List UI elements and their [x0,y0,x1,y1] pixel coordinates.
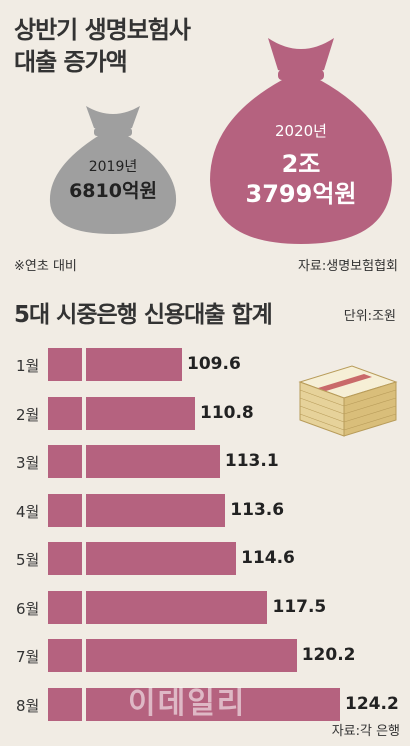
bar-segment-left [48,687,82,721]
bar-segment-left [48,542,82,575]
footnote: ※연초 대비 [14,259,77,274]
value-label: 120.2 [301,645,356,665]
money-bag-2020: 2020년 2조 3799억원 [206,30,396,250]
bar [86,687,340,721]
bag-large-year: 2020년 [275,122,327,140]
money-bag-small-icon [49,106,177,234]
source-top: 자료:생명보험협회 [297,259,398,274]
bar [86,590,268,624]
bar [86,396,195,430]
category-label: 3월 [16,454,40,472]
value-label: 124.2 [345,693,399,714]
value-label: 117.5 [272,596,327,617]
infographic-title: 상반기 생명보험사 대출 증가액 [14,14,191,78]
bag-large-amount-line2: 3799억원 [245,180,357,208]
value-label: 109.6 [187,354,241,374]
category-label: 4월 [16,502,40,521]
chart-title: 5대 시중은행 신용대출 합계 [14,302,273,328]
bag-small-amount: 6810억원 [69,180,157,202]
value-label: 110.8 [199,402,254,423]
bar [86,542,237,575]
bar-segment-left [48,590,82,624]
bar [86,639,297,672]
bar-segment-left [48,445,82,478]
category-label: 1월 [16,357,40,375]
bar [86,493,226,527]
value-label: 114.6 [241,548,295,568]
bar-segment-left [48,493,82,527]
bar-segment-left [48,639,82,672]
title-line-2: 대출 증가액 [14,48,128,76]
category-label: 7월 [16,648,40,666]
bag-small-year: 2019년 [88,159,138,175]
bar-segment-left [48,348,82,381]
category-label: 8월 [16,696,40,715]
unit-label: 단위:조원 [343,309,396,324]
money-bag-large-icon [210,38,392,244]
value-label: 113.1 [224,451,279,471]
bar [86,445,220,478]
category-label: 5월 [16,551,40,569]
bag-large-amount-line1: 2조 [281,150,321,178]
source-bottom: 자료:각 은행 [331,724,400,739]
value-label: 113.6 [230,499,285,520]
title-line-1: 상반기 생명보험사 [14,16,191,44]
money-bag-2019: 2019년 6810억원 [38,98,188,238]
bar [86,348,182,381]
category-label: 2월 [16,405,40,424]
watermark: 이데일리 [128,686,247,721]
money-stack-illustration [292,352,402,440]
money-stack-icon [298,365,398,437]
category-label: 6월 [16,599,40,618]
bar-segment-left [48,396,82,430]
